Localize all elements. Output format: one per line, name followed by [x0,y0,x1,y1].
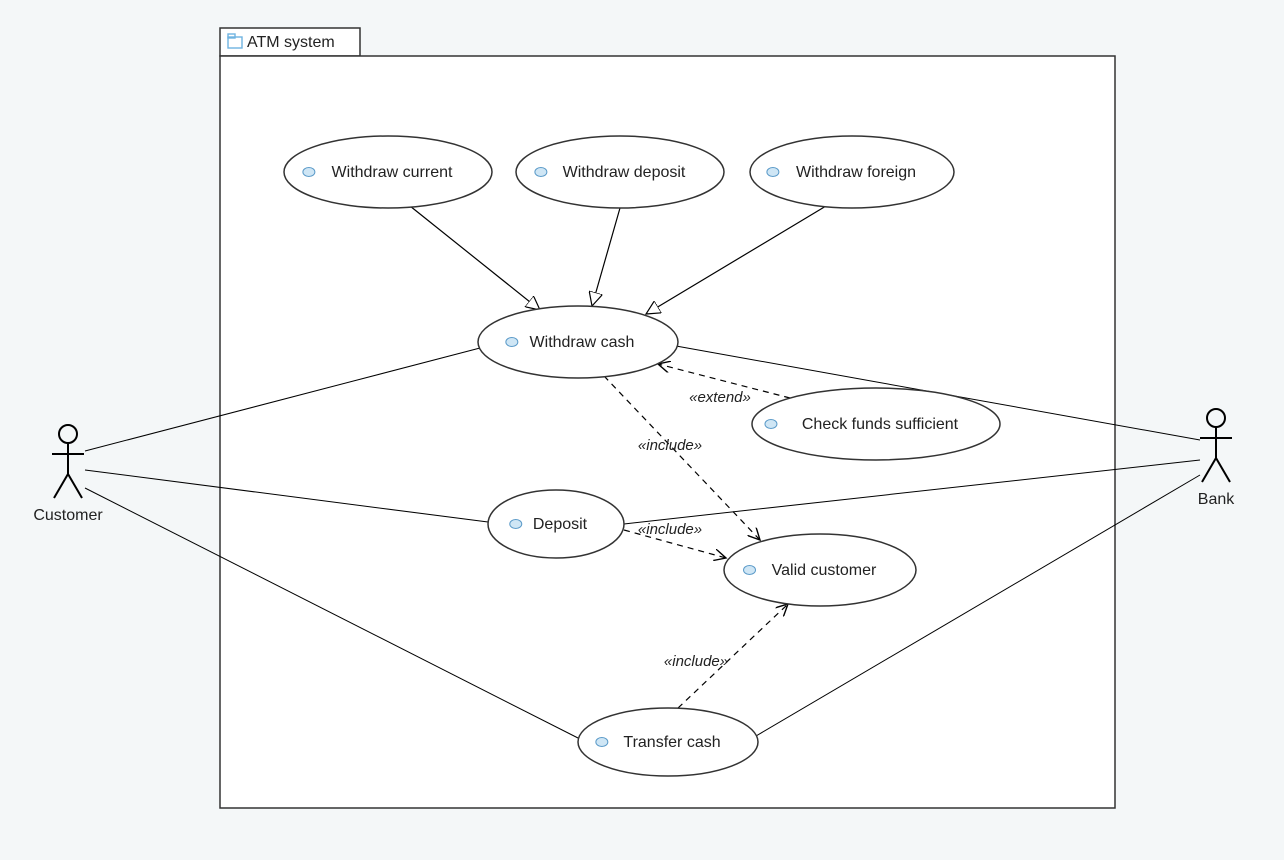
usecase-label: Withdraw deposit [563,164,686,181]
usecase-tc: Transfer cash [578,708,758,776]
usecase-label: Valid customer [772,562,877,579]
system-label: ATM system [247,34,335,51]
usecase-label: Check funds sufficient [802,416,959,433]
usecase-vc: Valid customer [724,534,916,606]
actor-label: Customer [33,507,103,524]
usecase-dot-icon [744,566,756,575]
usecase-d: Deposit [488,490,624,558]
usecase-dot-icon [303,168,315,177]
usecase-label: Withdraw current [332,164,453,181]
usecase-label: Transfer cash [623,734,720,751]
usecase-cf: Check funds sufficient [752,388,1000,460]
usecase-wd: Withdraw deposit [516,136,724,208]
usecase-wc: Withdraw current [284,136,492,208]
usecase-label: Withdraw foreign [796,164,916,181]
actor-label: Bank [1198,491,1235,508]
usecase-label: Withdraw cash [530,334,635,351]
usecase-wf: Withdraw foreign [750,136,954,208]
usecase-dot-icon [767,168,779,177]
usecase-w: Withdraw cash [478,306,678,378]
usecase-diagram: ATM system «extend» «include» «include» «inc… [0,0,1284,860]
dependency-label: «extend» [689,389,751,406]
dependency-label: «include» [638,521,702,538]
usecase-dot-icon [596,738,608,747]
usecase-dot-icon [765,420,777,429]
usecase-dot-icon [535,168,547,177]
usecase-dot-icon [510,520,522,529]
usecase-dot-icon [506,338,518,347]
dependency-label: «include» [664,653,728,670]
dependency-label: «include» [638,437,702,454]
usecase-label: Deposit [533,516,588,533]
